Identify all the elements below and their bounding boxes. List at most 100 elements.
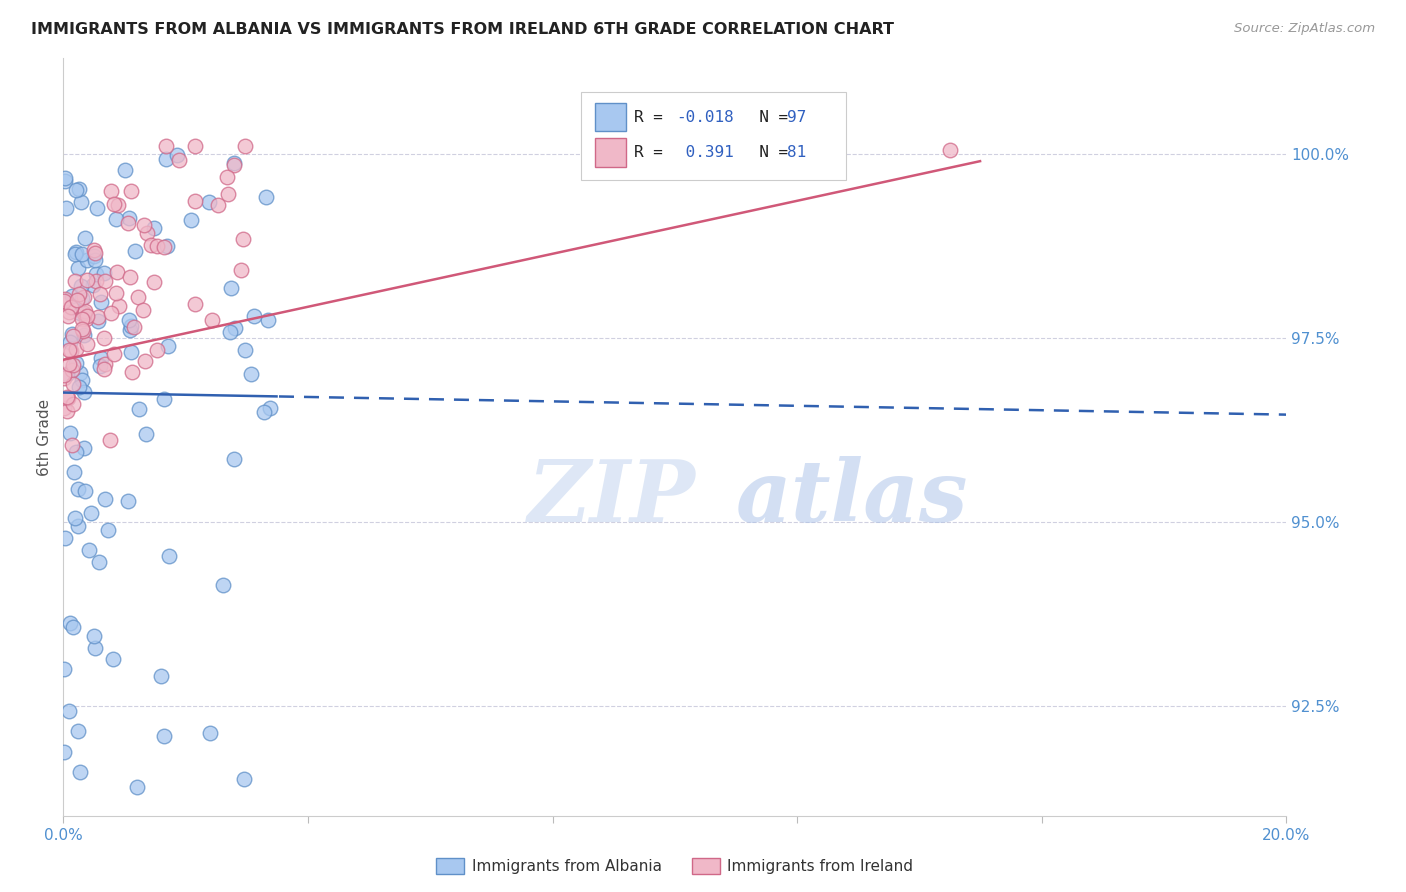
- Point: [222, 158, 245, 172]
- Point: [219, 280, 242, 294]
- Point: [127, 290, 149, 304]
- Point: [56, 309, 79, 323]
- Point: [59, 343, 82, 358]
- Point: [233, 139, 256, 153]
- Point: [117, 493, 139, 508]
- Point: [67, 286, 90, 301]
- Point: [56, 403, 79, 417]
- Point: [84, 267, 107, 281]
- Text: atlas: atlas: [737, 456, 969, 540]
- Point: [60, 300, 83, 314]
- Point: [122, 319, 145, 334]
- Point: [65, 445, 87, 459]
- Point: [153, 392, 176, 407]
- Point: [184, 194, 207, 208]
- Point: [75, 231, 97, 245]
- Point: [103, 652, 125, 666]
- Point: [52, 661, 75, 675]
- Point: [121, 319, 143, 334]
- Text: 97: 97: [787, 110, 807, 125]
- Point: [145, 239, 167, 253]
- Point: [69, 366, 91, 380]
- Point: [72, 291, 94, 305]
- Point: [94, 492, 117, 507]
- Point: [231, 263, 253, 277]
- Point: [70, 279, 93, 293]
- Point: [145, 343, 167, 358]
- Point: [120, 184, 142, 198]
- Point: [124, 244, 146, 258]
- Point: [72, 246, 94, 260]
- Point: [73, 385, 96, 400]
- Point: [77, 543, 100, 558]
- Point: [142, 275, 165, 289]
- Text: Source: ZipAtlas.com: Source: ZipAtlas.com: [1234, 22, 1375, 36]
- Text: IMMIGRANTS FROM ALBANIA VS IMMIGRANTS FROM IRELAND 6TH GRADE CORRELATION CHART: IMMIGRANTS FROM ALBANIA VS IMMIGRANTS FR…: [31, 22, 894, 37]
- Point: [90, 294, 112, 309]
- Point: [86, 310, 108, 324]
- Point: [60, 438, 83, 452]
- Text: R =: R =: [634, 110, 672, 125]
- Point: [60, 289, 83, 303]
- Point: [104, 211, 127, 226]
- Point: [93, 275, 115, 289]
- Point: [53, 174, 76, 188]
- Point: [62, 376, 84, 391]
- Point: [167, 153, 190, 167]
- Point: [70, 373, 93, 387]
- Point: [180, 212, 202, 227]
- Point: [60, 363, 83, 377]
- Point: [63, 246, 86, 260]
- Point: [142, 221, 165, 235]
- Point: [103, 197, 125, 211]
- Point: [69, 764, 91, 779]
- Point: [53, 401, 76, 416]
- Point: [76, 309, 98, 323]
- Point: [224, 156, 246, 170]
- Point: [59, 616, 82, 631]
- Point: [62, 620, 84, 634]
- Point: [53, 292, 76, 306]
- Point: [121, 344, 143, 359]
- Point: [93, 331, 115, 345]
- Point: [58, 391, 80, 405]
- Point: [254, 190, 277, 204]
- Point: [166, 148, 188, 162]
- Point: [118, 211, 141, 226]
- Point: [53, 532, 76, 546]
- Point: [53, 294, 76, 309]
- Point: [104, 285, 127, 300]
- Point: [58, 305, 80, 319]
- Point: [76, 337, 98, 351]
- Point: [93, 266, 115, 280]
- Point: [83, 640, 105, 655]
- Point: [212, 578, 235, 592]
- Point: [103, 347, 125, 361]
- Point: [65, 356, 87, 370]
- Point: [132, 219, 155, 233]
- Point: [132, 302, 155, 317]
- Point: [62, 328, 84, 343]
- Point: [65, 244, 87, 259]
- Point: [67, 182, 90, 196]
- Point: [62, 397, 84, 411]
- Point: [939, 143, 962, 157]
- Point: [184, 296, 207, 310]
- Point: [72, 305, 94, 319]
- Point: [97, 523, 120, 537]
- Point: [259, 401, 281, 416]
- Point: [73, 290, 96, 304]
- Point: [149, 668, 172, 682]
- Point: [66, 293, 89, 307]
- Point: [200, 726, 222, 740]
- Point: [152, 729, 174, 743]
- Point: [118, 313, 141, 327]
- Point: [242, 309, 264, 323]
- Point: [108, 299, 131, 313]
- Point: [62, 358, 84, 372]
- Point: [217, 187, 239, 202]
- Point: [66, 260, 89, 275]
- Point: [141, 237, 163, 252]
- Point: [89, 286, 111, 301]
- Point: [125, 780, 148, 794]
